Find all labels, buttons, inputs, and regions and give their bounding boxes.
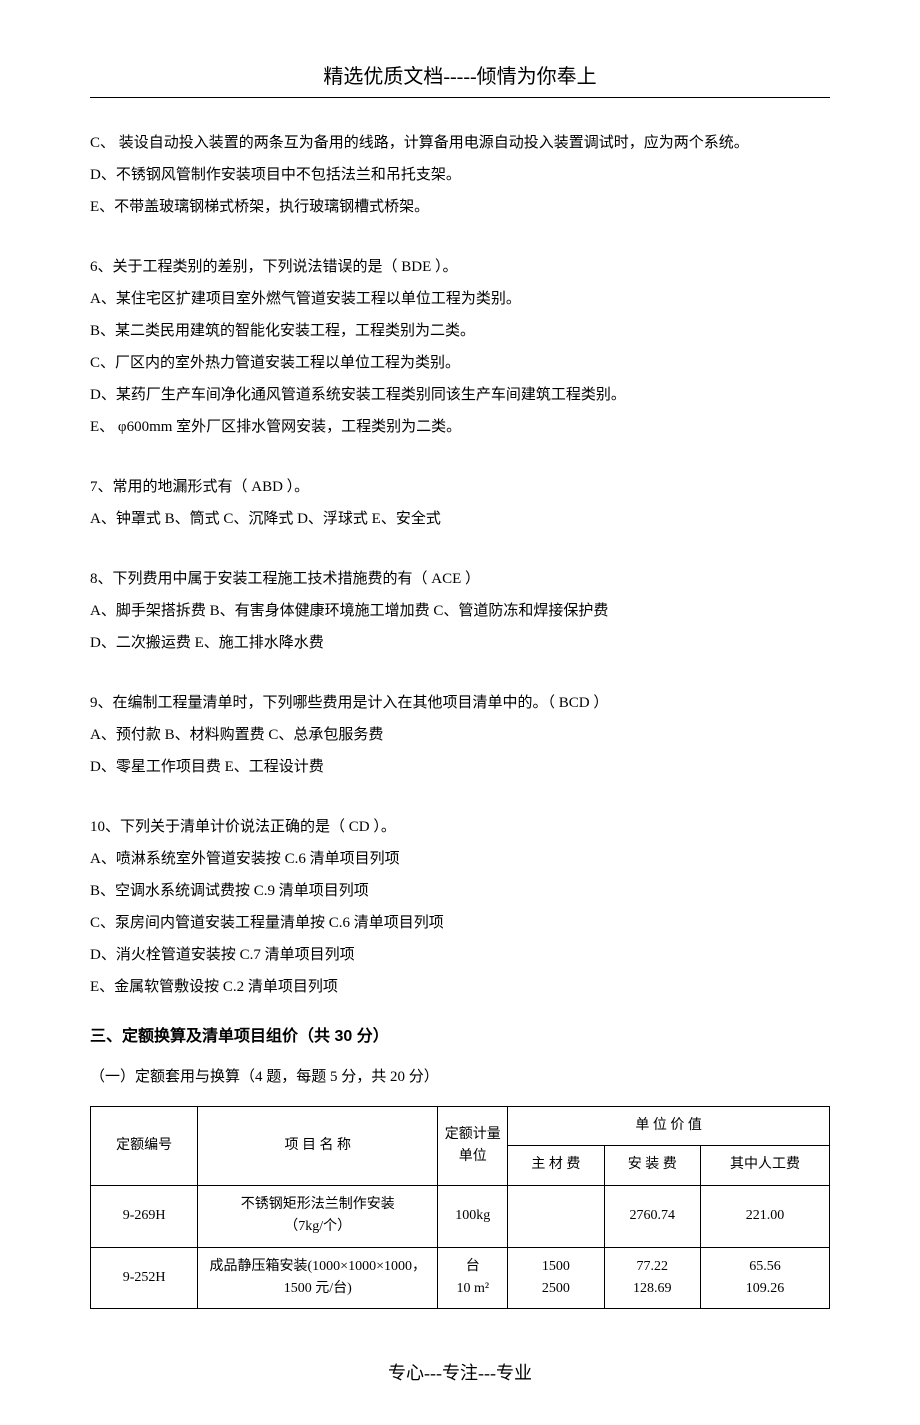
- th-install: 安 装 费: [604, 1146, 700, 1185]
- cell-install: 2760.74: [604, 1185, 700, 1247]
- option-c: C、 装设自动投入装置的两条互为备用的线路，计算备用电源自动投入装置调试时，应为…: [90, 128, 830, 158]
- q7-options: A、钟罩式 B、筒式 C、沉降式 D、浮球式 E、安全式: [90, 504, 830, 534]
- question-10: 10、下列关于清单计价说法正确的是（ CD ）。 A、喷淋系统室外管道安装按 C…: [90, 812, 830, 1002]
- table-row: 9-269H 不锈钢矩形法兰制作安装 （7kg/个） 100kg 2760.74…: [91, 1185, 830, 1247]
- option-d: D、不锈钢风管制作安装项目中不包括法兰和吊托支架。: [90, 160, 830, 190]
- q6-e: E、 φ600mm 室外厂区排水管网安装，工程类别为二类。: [90, 412, 830, 442]
- q6-b: B、某二类民用建筑的智能化安装工程，工程类别为二类。: [90, 316, 830, 346]
- q8-stem: 8、下列费用中属于安装工程施工技术措施费的有（ ACE ）: [90, 564, 830, 594]
- q8-line2: D、二次搬运费 E、施工排水降水费: [90, 628, 830, 658]
- th-material: 主 材 费: [508, 1146, 604, 1185]
- page-header: 精选优质文档-----倾情为你奉上: [90, 60, 830, 98]
- cell-name: 成品静压箱安装(1000×1000×1000， 1500 元/台): [198, 1247, 438, 1309]
- q6-stem: 6、关于工程类别的差别，下列说法错误的是（ BDE ）。: [90, 252, 830, 282]
- section-3-sub: （一）定额套用与换算（4 题，每题 5 分，共 20 分）: [90, 1062, 830, 1092]
- q10-e: E、金属软管敷设按 C.2 清单项目列项: [90, 972, 830, 1002]
- question-8: 8、下列费用中属于安装工程施工技术措施费的有（ ACE ） A、脚手架搭拆费 B…: [90, 564, 830, 658]
- cell-unit: 台 10 m²: [438, 1247, 508, 1309]
- cell-install: 77.22 128.69: [604, 1247, 700, 1309]
- cell-code: 9-252H: [91, 1247, 198, 1309]
- cell-labor: 65.56 109.26: [700, 1247, 829, 1309]
- table-header-row-1: 定额编号 项 目 名 称 定额计量单位 单 位 价 值: [91, 1107, 830, 1146]
- q10-c: C、泵房间内管道安装工程量清单按 C.6 清单项目列项: [90, 908, 830, 938]
- quota-table: 定额编号 项 目 名 称 定额计量单位 单 位 价 值 主 材 费 安 装 费 …: [90, 1106, 830, 1309]
- q9-stem: 9、在编制工程量清单时，下列哪些费用是计入在其他项目清单中的。（ BCD ）: [90, 688, 830, 718]
- question-7: 7、常用的地漏形式有（ ABD ）。 A、钟罩式 B、筒式 C、沉降式 D、浮球…: [90, 472, 830, 534]
- cell-material: [508, 1185, 604, 1247]
- th-code: 定额编号: [91, 1107, 198, 1186]
- q6-c: C、厂区内的室外热力管道安装工程以单位工程为类别。: [90, 348, 830, 378]
- question-6: 6、关于工程类别的差别，下列说法错误的是（ BDE ）。 A、某住宅区扩建项目室…: [90, 252, 830, 442]
- q10-stem: 10、下列关于清单计价说法正确的是（ CD ）。: [90, 812, 830, 842]
- table-row: 9-252H 成品静压箱安装(1000×1000×1000， 1500 元/台)…: [91, 1247, 830, 1309]
- cell-labor: 221.00: [700, 1185, 829, 1247]
- cell-material: 1500 2500: [508, 1247, 604, 1309]
- th-labor: 其中人工费: [700, 1146, 829, 1185]
- q9-line1: A、预付款 B、材料购置费 C、总承包服务费: [90, 720, 830, 750]
- question-9: 9、在编制工程量清单时，下列哪些费用是计入在其他项目清单中的。（ BCD ） A…: [90, 688, 830, 782]
- th-unit: 定额计量单位: [438, 1107, 508, 1186]
- th-name: 项 目 名 称: [198, 1107, 438, 1186]
- cell-unit: 100kg: [438, 1185, 508, 1247]
- page-footer: 专心---专注---专业: [90, 1359, 830, 1385]
- q10-a: A、喷淋系统室外管道安装按 C.6 清单项目列项: [90, 844, 830, 874]
- cell-code: 9-269H: [91, 1185, 198, 1247]
- q7-stem: 7、常用的地漏形式有（ ABD ）。: [90, 472, 830, 502]
- cell-name: 不锈钢矩形法兰制作安装 （7kg/个）: [198, 1185, 438, 1247]
- section-3-heading: 三、定额换算及清单项目组价（共 30 分）: [90, 1022, 830, 1046]
- q10-b: B、空调水系统调试费按 C.9 清单项目列项: [90, 876, 830, 906]
- q9-line2: D、零星工作项目费 E、工程设计费: [90, 752, 830, 782]
- q6-a: A、某住宅区扩建项目室外燃气管道安装工程以单位工程为类别。: [90, 284, 830, 314]
- option-e: E、不带盖玻璃钢梯式桥架，执行玻璃钢槽式桥架。: [90, 192, 830, 222]
- q6-d: D、某药厂生产车间净化通风管道系统安装工程类别同该生产车间建筑工程类别。: [90, 380, 830, 410]
- q10-d: D、消火栓管道安装按 C.7 清单项目列项: [90, 940, 830, 970]
- th-value-group: 单 位 价 值: [508, 1107, 830, 1146]
- intro-options: C、 装设自动投入装置的两条互为备用的线路，计算备用电源自动投入装置调试时，应为…: [90, 128, 830, 222]
- q8-line1: A、脚手架搭拆费 B、有害身体健康环境施工增加费 C、管道防冻和焊接保护费: [90, 596, 830, 626]
